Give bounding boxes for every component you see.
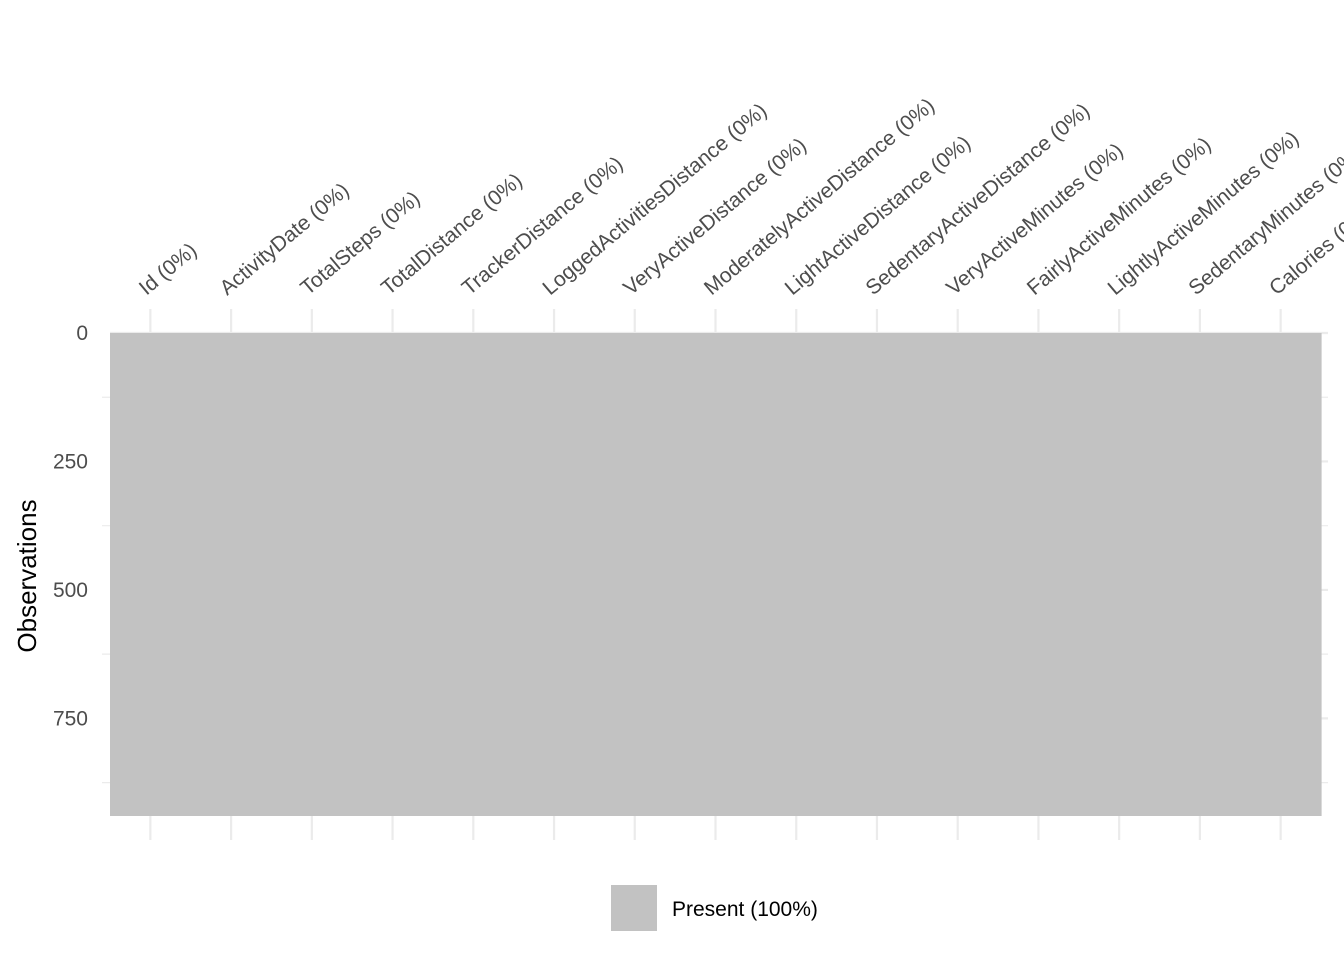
y-tick-label: 250 xyxy=(53,450,88,473)
cell-present-sedentaryactivedistance xyxy=(836,333,918,816)
x-tick-label: ActivityDate (0%) xyxy=(216,179,354,300)
cell-present-veryactivedistance xyxy=(594,333,676,816)
cell-present-lightlyactiveminutes xyxy=(1078,333,1161,816)
x-tick-label: TotalDistance (0%) xyxy=(377,169,527,300)
cell-present-calories xyxy=(1240,333,1322,816)
cell-present-id xyxy=(110,333,192,816)
legend: Present (100%) xyxy=(611,885,818,931)
cell-present-loggedactivitiesdistance xyxy=(513,333,595,816)
cell-present-totaldistance xyxy=(352,333,434,816)
cell-present-sedentaryminutes xyxy=(1159,333,1241,816)
cell-present-veryactiveminutes xyxy=(917,333,999,816)
legend-key-present xyxy=(611,885,657,931)
cell-present-lightactivedistance xyxy=(755,333,838,816)
cell-present-fairlyactiveminutes xyxy=(998,333,1080,816)
cell-layer xyxy=(110,333,1322,816)
y-tick-label: 500 xyxy=(53,579,88,602)
y-axis-title: Observations xyxy=(12,499,42,652)
legend-label-present: Present (100%) xyxy=(672,898,818,921)
y-axis-ticks: 0 250 500 750 xyxy=(53,322,88,730)
cell-present-totalsteps xyxy=(271,333,353,816)
x-tick-label: Id (0%) xyxy=(135,239,202,300)
cell-present-activitydate xyxy=(190,333,273,816)
cell-present-moderatelyactivedistance xyxy=(675,333,757,816)
x-axis-ticks: Id (0%) ActivityDate (0%)TotalSteps (0%)T… xyxy=(135,94,1344,300)
y-tick-label: 750 xyxy=(53,707,88,730)
y-tick-label: 0 xyxy=(76,322,88,345)
cell-present-trackerdistance xyxy=(432,333,515,816)
